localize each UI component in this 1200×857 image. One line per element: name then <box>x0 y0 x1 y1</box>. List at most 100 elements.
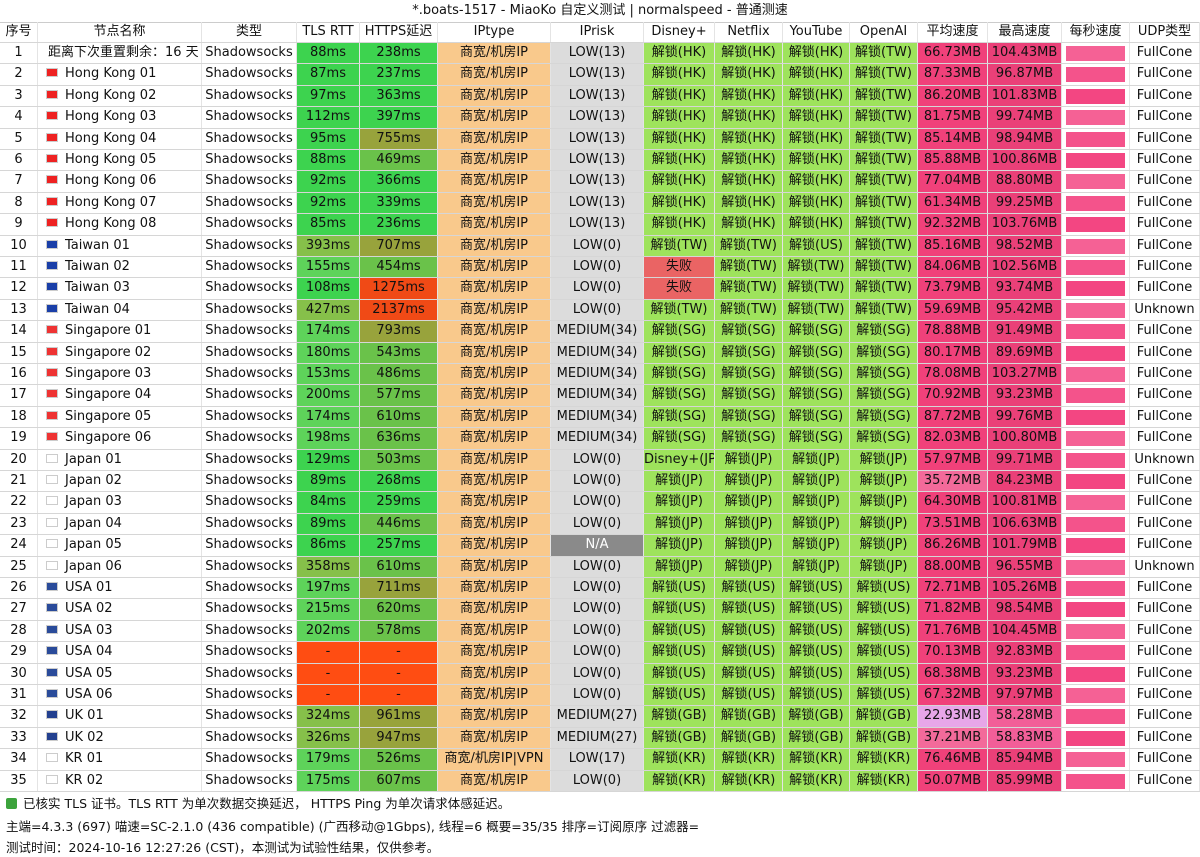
table-cell: 21 <box>0 471 38 492</box>
flag-icon <box>46 239 58 249</box>
cell-text: 解锁(JP) <box>724 558 773 574</box>
table-cell <box>1062 85 1130 107</box>
cell-text: FullCone <box>1136 45 1193 60</box>
cell-text: Shadowsocks <box>205 558 293 574</box>
redacted-speed <box>1066 431 1125 447</box>
cell-text: 解锁(JP) <box>859 494 908 510</box>
table-cell: Shadowsocks <box>202 214 297 235</box>
table-cell: 解锁(JP) <box>715 535 783 556</box>
cell-text: 503ms <box>376 451 421 467</box>
table-cell: 解锁(HK) <box>644 171 715 192</box>
cell-text: 解锁(JP) <box>655 515 703 531</box>
table-cell: 解锁(TW) <box>850 192 918 214</box>
table-cell: 商宽/机房IP <box>438 449 551 470</box>
table-cell: 解锁(US) <box>783 642 850 663</box>
cell-text: 397ms <box>376 109 421 125</box>
table-cell: 解锁(TW) <box>783 257 850 278</box>
flag-icon <box>46 475 58 484</box>
table-cell: 427ms <box>297 299 360 321</box>
table-cell: 89ms <box>297 513 360 535</box>
table-cell: LOW(13) <box>551 128 644 149</box>
check-icon <box>6 798 17 809</box>
cell-text: 解锁(TW) <box>855 152 912 167</box>
flag-icon <box>46 517 58 527</box>
cell-text: 76.46MB <box>923 751 982 767</box>
table-cell: 98.54MB <box>988 599 1062 620</box>
cell-text: 636ms <box>376 430 421 446</box>
cell-text: 106.63MB <box>991 515 1058 531</box>
cell-text: 100.80MB <box>991 430 1058 446</box>
table-cell: 13 <box>0 299 38 321</box>
cell-text: 解锁(JP) <box>859 451 908 467</box>
flag-icon <box>46 196 58 206</box>
redacted-speed <box>1066 688 1125 703</box>
cell-text: 70.92MB <box>923 387 982 403</box>
cell-text: 2 <box>14 66 23 82</box>
table-cell: 2 <box>0 64 38 85</box>
table-cell: 707ms <box>360 235 438 256</box>
table-cell: 526ms <box>360 749 438 770</box>
table-cell: 商宽/机房IP <box>438 620 551 642</box>
cell-text: 179ms <box>305 751 351 767</box>
cell-text: 526ms <box>376 751 421 767</box>
cell-text: 15 <box>10 344 27 360</box>
table-cell: FullCone <box>1130 513 1200 535</box>
cell-text: KR 01 <box>65 751 104 767</box>
table-cell: 85.94MB <box>988 749 1062 770</box>
cell-text: Shadowsocks <box>205 66 293 82</box>
table-cell: 24 <box>0 535 38 556</box>
table-cell: 解锁(US) <box>644 620 715 642</box>
cell-text: Hong Kong 07 <box>65 194 157 210</box>
table-cell: Unknown <box>1130 299 1200 321</box>
table-cell: 解锁(HK) <box>644 64 715 85</box>
table-cell <box>1062 620 1130 642</box>
cell-text: 解锁(TW) <box>787 259 845 274</box>
table-cell: 86ms <box>297 535 360 556</box>
cell-text: LOW(0) <box>572 473 622 488</box>
table-row: 6 Hong Kong 05 Shadowsocks 88ms 469ms 商宽/机房IP… <box>0 150 1200 172</box>
cell-text: 92.32MB <box>923 216 982 232</box>
table-cell: 98.94MB <box>988 128 1062 149</box>
table-cell: 解锁(SG) <box>715 385 783 406</box>
cell-text: 175ms <box>305 772 351 788</box>
table-cell: 解锁(US) <box>715 578 783 599</box>
table-cell: Shadowsocks <box>202 278 297 299</box>
table-row: 1 距离下次重置剩余：16 天 Shadowsocks 88ms 238ms 商宽/机房I… <box>0 43 1200 65</box>
table-cell: 99.76MB <box>988 406 1062 428</box>
table-cell: LOW(0) <box>551 770 644 791</box>
table-cell: Shadowsocks <box>202 385 297 406</box>
cell-text: 商宽/机房IP <box>459 301 529 317</box>
cell-text: 解锁(KR) <box>856 751 911 767</box>
cell-text: 解锁(JP) <box>792 473 840 488</box>
table-cell: 解锁(KR) <box>715 770 783 791</box>
table-cell: 解锁(US) <box>644 578 715 599</box>
table-cell: 解锁(JP) <box>783 513 850 535</box>
table-cell: 20 <box>0 449 38 470</box>
cell-text: LOW(0) <box>572 665 622 681</box>
table-cell: 268ms <box>360 471 438 492</box>
cell-text: Singapore 06 <box>65 430 152 446</box>
table-row: 4 Hong Kong 03 Shadowsocks 112ms 397ms 商宽/机房I… <box>0 107 1200 129</box>
table-cell: Shadowsocks <box>202 64 297 85</box>
cell-text: 82.03MB <box>923 430 982 446</box>
table-cell: 87.72MB <box>918 406 988 428</box>
table-cell <box>1062 214 1130 235</box>
table-cell: Hong Kong 07 <box>38 192 202 214</box>
cell-text: 解锁(US) <box>652 622 706 638</box>
table-cell: 解锁(US) <box>783 235 850 256</box>
table-cell: 解锁(GB) <box>715 706 783 727</box>
table-row: 17 Singapore 04 Shadowsocks 200ms 577ms 商宽/机房… <box>0 385 1200 407</box>
table-cell: MEDIUM(34) <box>551 428 644 449</box>
header-cell: UDP类型 <box>1130 22 1200 42</box>
cell-text: 34 <box>10 751 27 767</box>
cell-text: 577ms <box>376 387 421 403</box>
table-cell: 解锁(TW) <box>850 299 918 321</box>
cell-text: 99.25MB <box>995 194 1054 210</box>
table-cell: 71.76MB <box>918 620 988 642</box>
cell-text: 解锁(JP) <box>859 558 908 574</box>
table-cell: 解锁(HK) <box>644 214 715 235</box>
cell-text: 86ms <box>310 537 346 553</box>
cell-text: 20 <box>10 451 27 467</box>
cell-text: 解锁(TW) <box>787 280 845 296</box>
table-row: 3 Hong Kong 02 Shadowsocks 97ms 363ms 商宽/机房IP… <box>0 85 1200 108</box>
